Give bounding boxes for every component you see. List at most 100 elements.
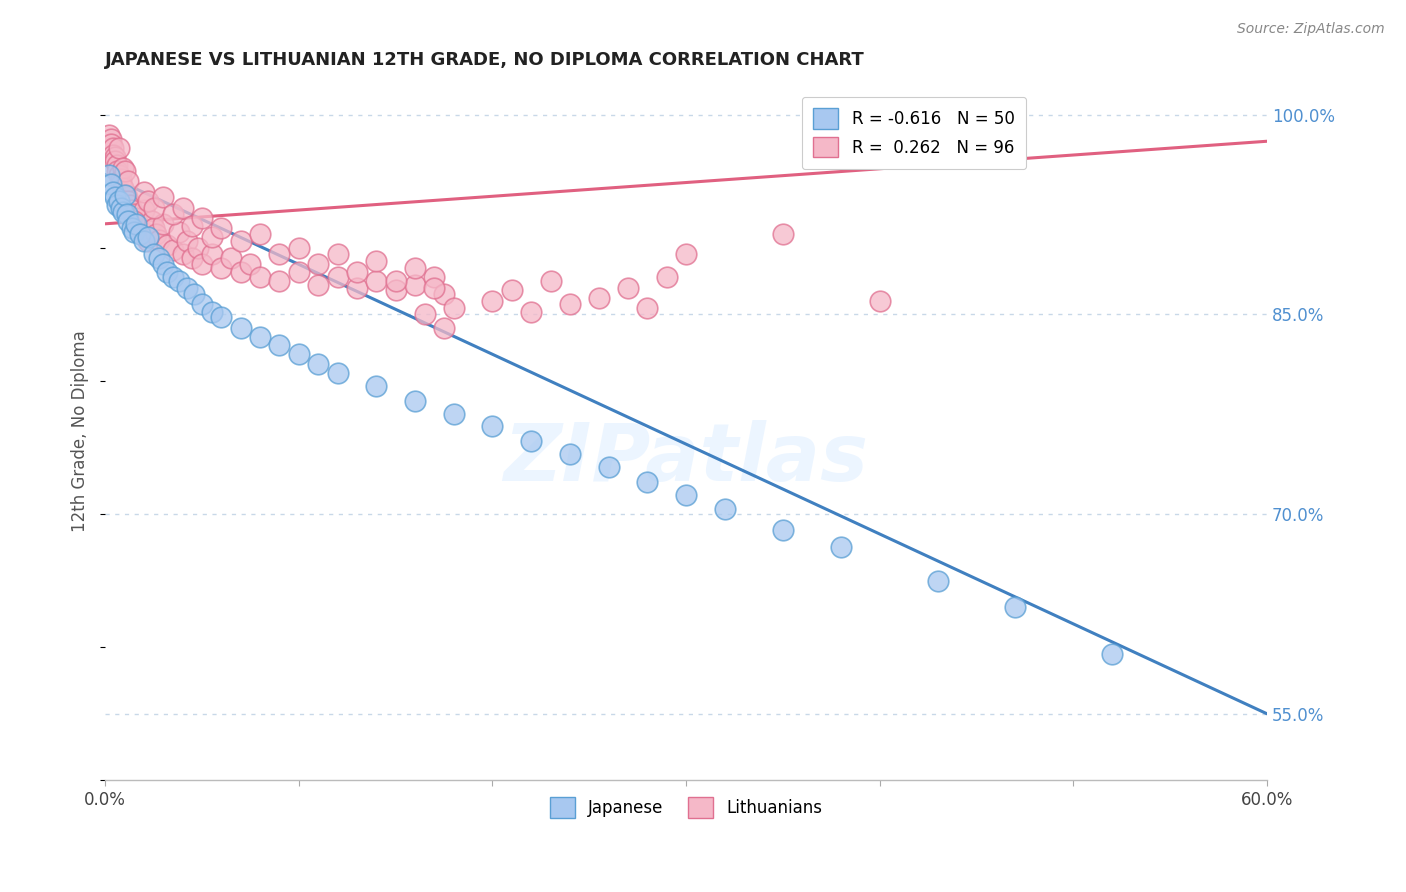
Point: [114, 163, 136, 178]
Point: [423, 281, 446, 295]
Point: [307, 257, 329, 271]
Point: [141, 214, 163, 228]
Point: [307, 278, 329, 293]
Text: ZIPatlas: ZIPatlas: [503, 420, 869, 498]
Point: [167, 225, 190, 239]
Point: [346, 265, 368, 279]
Point: [249, 270, 271, 285]
Point: [229, 320, 252, 334]
Point: [520, 304, 543, 318]
Point: [181, 219, 204, 234]
Point: [201, 304, 224, 318]
Point: [121, 203, 143, 218]
Point: [588, 291, 610, 305]
Point: [927, 574, 949, 588]
Point: [142, 201, 165, 215]
Point: [117, 214, 139, 228]
Point: [187, 241, 209, 255]
Point: [201, 247, 224, 261]
Point: [162, 207, 184, 221]
Point: [481, 419, 503, 434]
Point: [152, 190, 174, 204]
Point: [636, 301, 658, 315]
Point: [110, 201, 132, 215]
Point: [136, 234, 159, 248]
Point: [520, 434, 543, 448]
Point: [219, 252, 242, 266]
Point: [125, 217, 148, 231]
Point: [481, 293, 503, 308]
Point: [366, 274, 388, 288]
Point: [558, 447, 581, 461]
Point: [111, 181, 134, 195]
Point: [191, 257, 214, 271]
Point: [100, 131, 122, 145]
Point: [136, 194, 159, 209]
Point: [307, 357, 329, 371]
Point: [288, 265, 311, 279]
Point: [148, 233, 170, 247]
Point: [110, 177, 132, 191]
Point: [101, 185, 124, 199]
Point: [540, 274, 562, 288]
Point: [125, 211, 148, 226]
Point: [172, 247, 194, 261]
Point: [326, 270, 349, 285]
Point: [156, 238, 179, 252]
Point: [772, 227, 794, 242]
Point: [135, 230, 157, 244]
Point: [675, 488, 697, 502]
Point: [598, 460, 620, 475]
Point: [101, 147, 124, 161]
Point: [176, 281, 198, 295]
Point: [269, 274, 291, 288]
Point: [181, 252, 204, 266]
Point: [443, 301, 465, 315]
Point: [107, 168, 129, 182]
Point: [433, 287, 456, 301]
Point: [105, 198, 128, 212]
Point: [101, 141, 124, 155]
Point: [129, 220, 152, 235]
Point: [127, 217, 149, 231]
Point: [1178, 866, 1201, 880]
Point: [148, 252, 170, 266]
Point: [346, 281, 368, 295]
Point: [104, 154, 127, 169]
Point: [326, 366, 349, 380]
Point: [1004, 600, 1026, 615]
Point: [115, 207, 138, 221]
Point: [120, 198, 142, 212]
Point: [107, 141, 129, 155]
Text: Source: ZipAtlas.com: Source: ZipAtlas.com: [1237, 22, 1385, 37]
Legend: Japanese, Lithuanians: Japanese, Lithuanians: [543, 790, 830, 824]
Point: [288, 347, 311, 361]
Point: [636, 475, 658, 489]
Point: [132, 234, 155, 248]
Point: [117, 174, 139, 188]
Point: [1101, 647, 1123, 661]
Point: [136, 230, 159, 244]
Point: [122, 207, 145, 221]
Point: [366, 254, 388, 268]
Point: [132, 185, 155, 199]
Point: [404, 278, 426, 293]
Point: [114, 187, 136, 202]
Point: [249, 330, 271, 344]
Point: [326, 247, 349, 261]
Point: [209, 260, 232, 275]
Point: [142, 247, 165, 261]
Point: [191, 296, 214, 310]
Point: [104, 190, 127, 204]
Point: [104, 150, 127, 164]
Point: [209, 310, 232, 324]
Point: [366, 379, 388, 393]
Point: [269, 247, 291, 261]
Point: [413, 307, 436, 321]
Point: [162, 244, 184, 258]
Point: [176, 234, 198, 248]
Point: [122, 214, 145, 228]
Point: [162, 270, 184, 285]
Point: [121, 220, 143, 235]
Point: [129, 227, 152, 242]
